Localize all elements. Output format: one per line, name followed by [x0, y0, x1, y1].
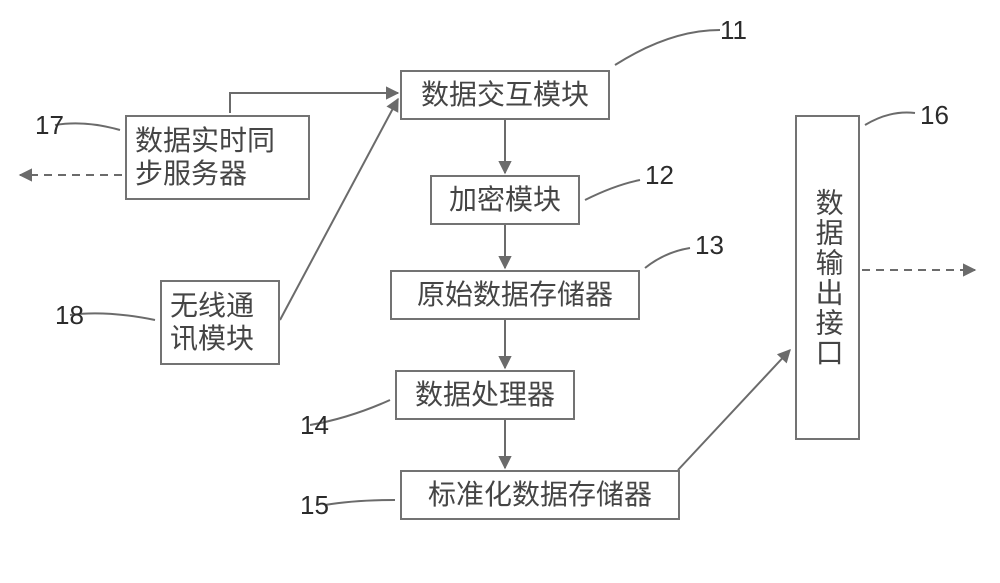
- node-text: 数据处理器: [415, 379, 555, 411]
- callout-label-12: 12: [645, 160, 674, 191]
- node-wireless-comm-module: 无线通讯模块: [160, 280, 280, 365]
- node-data-output-interface: 数据输出接口: [795, 115, 860, 440]
- diagram-canvas: 数据交互模块 加密模块 原始数据存储器 数据处理器 标准化数据存储器 数据输出接…: [0, 0, 1000, 583]
- node-text: 无线通讯模块: [170, 290, 254, 354]
- node-encryption-module: 加密模块: [430, 175, 580, 225]
- node-data-exchange-module: 数据交互模块: [400, 70, 610, 120]
- label-text: 12: [645, 160, 674, 190]
- node-raw-data-storage: 原始数据存储器: [390, 270, 640, 320]
- node-text: 数据输出接口: [811, 188, 843, 368]
- node-realtime-sync-server: 数据实时同步服务器: [125, 115, 310, 200]
- callout-label-18: 18: [55, 300, 84, 331]
- node-text: 原始数据存储器: [417, 279, 613, 311]
- callout-label-11: 11: [720, 15, 747, 46]
- label-text: 16: [920, 100, 949, 130]
- callout-label-15: 15: [300, 490, 329, 521]
- label-text: 13: [695, 230, 724, 260]
- node-text: 数据交互模块: [421, 79, 589, 111]
- node-text: 标准化数据存储器: [428, 479, 652, 511]
- callout-label-16: 16: [920, 100, 949, 131]
- node-standardized-data-storage: 标准化数据存储器: [400, 470, 680, 520]
- label-text: 14: [300, 410, 329, 440]
- node-data-processor: 数据处理器: [395, 370, 575, 420]
- node-text: 加密模块: [449, 184, 561, 216]
- label-text: 18: [55, 300, 84, 330]
- label-text: 15: [300, 490, 329, 520]
- callout-label-13: 13: [695, 230, 724, 261]
- callout-label-17: 17: [35, 110, 64, 141]
- node-text: 数据实时同步服务器: [135, 125, 275, 189]
- callout-label-14: 14: [300, 410, 329, 441]
- label-text: 17: [35, 110, 64, 140]
- label-text: 11: [720, 15, 747, 45]
